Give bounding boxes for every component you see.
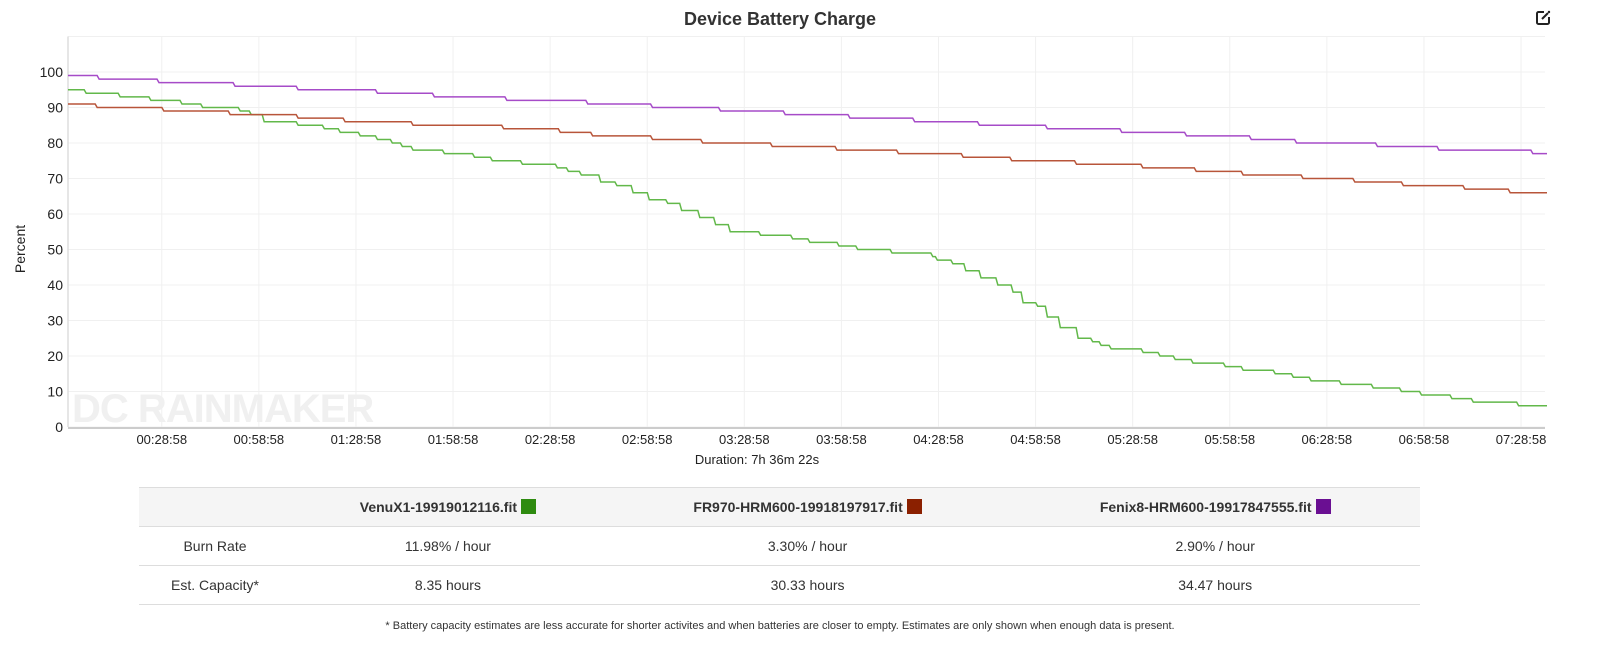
device-name: FR970-HRM600-19918197917.fit (693, 499, 903, 515)
x-tick-label: 06:58:58 (1399, 432, 1450, 447)
x-tick-label: 00:28:58 (136, 432, 187, 447)
battery-stats-table: VenuX1-19919012116.fit FR970-HRM600-1991… (139, 487, 1420, 605)
y-tick-label: 10 (47, 384, 63, 400)
y-axis-label: Percent (12, 225, 28, 273)
table-header-row: VenuX1-19919012116.fit FR970-HRM600-1991… (139, 487, 1420, 527)
y-tick-label: 70 (47, 171, 63, 187)
x-tick-label: 05:28:58 (1107, 432, 1158, 447)
series-line-fenix8 (68, 74, 1547, 155)
row-label: Est. Capacity* (139, 565, 291, 605)
x-tick-label: 07:28:58 (1496, 432, 1547, 447)
y-tick-label: 100 (40, 64, 64, 80)
x-tick-label: 03:28:58 (719, 432, 770, 447)
row-label: Burn Rate (139, 526, 291, 566)
header-empty (139, 487, 291, 527)
y-tick-label: 50 (47, 242, 63, 258)
y-tick-label: 60 (47, 206, 63, 222)
x-tick-label: 01:28:58 (331, 432, 382, 447)
cell: 8.35 hours (291, 565, 605, 605)
legend-swatch-red (906, 499, 922, 514)
device-name: Fenix8-HRM600-19917847555.fit (1099, 499, 1312, 515)
table-row: Burn Rate 11.98% / hour 3.30% / hour 2.9… (139, 526, 1420, 566)
legend-swatch-purple (1315, 499, 1331, 514)
series-line-venux1 (68, 89, 1547, 407)
x-tick-label: 05:58:58 (1204, 432, 1255, 447)
y-tick-label: 90 (47, 100, 63, 116)
y-tick-label: 0 (55, 419, 63, 435)
x-tick-label: 01:58:58 (428, 432, 479, 447)
y-tick-label: 80 (47, 135, 63, 151)
footnote: * Battery capacity estimates are less ac… (385, 620, 1175, 632)
legend-swatch-green (521, 499, 537, 514)
battery-chart: DC RAINMAKER 0 10 20 30 40 50 60 70 80 90 100 00:28:… (12, 36, 1547, 467)
header-venux1: VenuX1-19919012116.fit (291, 487, 605, 527)
y-tick-label: 40 (47, 277, 63, 293)
x-tick-label: 02:28:58 (525, 432, 576, 447)
header-fenix8: Fenix8-HRM600-19917847555.fit (1010, 487, 1420, 527)
x-tick-label: 03:58:58 (816, 432, 867, 447)
x-tick-label: 06:28:58 (1302, 432, 1353, 447)
cell: 2.90% / hour (1010, 526, 1420, 566)
x-tick-label: 04:58:58 (1010, 432, 1061, 447)
x-tick-label: 00:58:58 (234, 432, 285, 447)
cell: 30.33 hours (604, 565, 1011, 605)
cell: 11.98% / hour (291, 526, 605, 566)
cell: 34.47 hours (1010, 565, 1420, 605)
cell: 3.30% / hour (604, 526, 1011, 566)
chart-title: Device Battery Charge (683, 9, 877, 29)
x-tick-label: 02:58:58 (622, 432, 673, 447)
header-fr970: FR970-HRM600-19918197917.fit (604, 487, 1011, 527)
x-axis-label: Duration: 7h 36m 22s (695, 452, 820, 467)
x-tick-label: 04:28:58 (913, 432, 964, 447)
edit-external-icon[interactable] (1535, 10, 1551, 26)
y-tick-label: 20 (47, 348, 63, 364)
device-name: VenuX1-19919012116.fit (359, 499, 518, 515)
watermark: DC RAINMAKER (72, 387, 374, 431)
series-line-fr970 (68, 103, 1547, 194)
y-tick-label: 30 (47, 313, 63, 329)
table-row: Est. Capacity* 8.35 hours 30.33 hours 34… (139, 565, 1420, 605)
